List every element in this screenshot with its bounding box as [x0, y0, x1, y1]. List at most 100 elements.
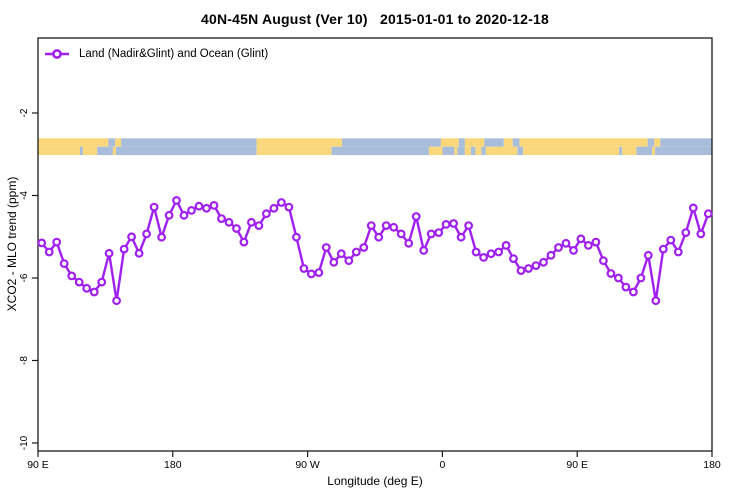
map-strip-45N-ocean: [342, 138, 441, 147]
map-strip-40N-land: [622, 146, 637, 156]
map-strip-45N-ocean: [108, 138, 116, 147]
data-point: [396, 229, 406, 239]
data-point: [471, 247, 481, 257]
data-point: [621, 282, 631, 292]
data-point: [688, 203, 698, 213]
data-point: [119, 244, 129, 254]
map-strip-40N-ocean: [517, 146, 524, 156]
data-point: [381, 221, 391, 231]
map-strip-45N-ocean: [484, 138, 504, 147]
map-strip-45N-ocean: [458, 138, 465, 147]
data-point: [636, 273, 646, 283]
x-tick-label: 180: [703, 459, 721, 471]
data-point: [411, 212, 421, 221]
data-point: [614, 273, 623, 283]
data-point: [359, 243, 369, 252]
data-point: [486, 249, 496, 259]
data-point: [262, 209, 271, 219]
data-point: [269, 203, 279, 213]
chart-title: 40N-45N August (Ver 10) 2015-01-01 to 20…: [201, 11, 549, 27]
data-point: [329, 257, 339, 267]
data-point: [479, 252, 489, 262]
data-point: [59, 259, 69, 269]
map-strip-45N-ocean: [660, 138, 712, 147]
map-strip-40N-ocean: [97, 146, 113, 156]
data-point: [224, 217, 234, 227]
map-strip-40N-ocean: [481, 146, 486, 156]
map-strip-40N-ocean: [442, 146, 455, 156]
legend-open-circle-line-icon: [45, 49, 69, 59]
map-strip-40N-land: [475, 146, 482, 156]
map-strip-40N-land: [464, 146, 471, 156]
data-point: [74, 277, 84, 287]
map-strip-40N-land: [256, 146, 332, 156]
data-point: [164, 210, 174, 220]
data-point: [149, 202, 159, 212]
data-point: [187, 205, 196, 215]
x-tick-label: 90 E: [566, 459, 588, 471]
y-tick-label: -8: [19, 356, 30, 365]
map-strip-45N-land: [38, 138, 109, 147]
data-point: [666, 235, 676, 245]
data-point: [681, 228, 691, 238]
data-point: [134, 248, 144, 258]
data-point: [441, 219, 451, 229]
x-tick-label: 90 E: [27, 459, 49, 471]
legend-label: Land (Nadir&Glint) and Ocean (Glint): [79, 48, 269, 60]
data-point: [546, 250, 556, 260]
x-tick-label: 90 W: [295, 459, 320, 471]
legend: Land (Nadir&Glint) and Ocean (Glint): [44, 47, 268, 61]
map-strip-45N-land: [115, 138, 122, 147]
data-point: [501, 240, 511, 250]
data-point: [142, 229, 152, 239]
map-strip-40N-ocean: [619, 146, 623, 156]
data-point: [576, 234, 586, 244]
data-point: [516, 266, 526, 276]
y-tick-label: -4: [19, 191, 30, 200]
map-strip-40N-ocean: [636, 146, 653, 156]
map-strip-45N-land: [256, 138, 343, 147]
map-strip-40N-land: [652, 146, 656, 156]
data-point: [539, 257, 548, 267]
data-point: [673, 247, 683, 257]
data-point: [314, 268, 324, 278]
x-tick-label: 0: [439, 459, 445, 471]
map-strip-40N-ocean: [331, 146, 429, 156]
map-strip-40N-land: [523, 146, 620, 156]
data-point: [232, 224, 241, 233]
data-point: [366, 221, 376, 231]
data-point: [599, 256, 608, 266]
data-point: [629, 287, 638, 297]
x-axis-title: Longitude (deg E): [327, 474, 423, 488]
data-point: [703, 209, 713, 219]
data-point: [554, 243, 563, 252]
data-point: [37, 238, 47, 248]
plot-border: [37, 37, 713, 452]
map-strip-45N-land: [440, 138, 459, 147]
data-point: [651, 296, 661, 306]
data-point: [292, 232, 301, 242]
map-strip-45N-land: [654, 138, 661, 147]
map-strip-40N-ocean: [79, 146, 83, 156]
map-strip-40N-ocean: [457, 146, 465, 156]
data-point: [591, 237, 601, 247]
y-tick-label: -10: [19, 435, 30, 450]
map-strip-45N-ocean: [121, 138, 257, 147]
map-strip-45N-land: [503, 138, 513, 147]
data-point: [524, 264, 533, 273]
x-tick-label: 180: [164, 459, 182, 471]
data-point: [67, 271, 77, 281]
data-point: [404, 238, 414, 248]
data-point: [194, 201, 204, 211]
data-point: [89, 287, 99, 297]
data-point: [97, 277, 107, 287]
data-point: [277, 198, 286, 207]
data-point: [449, 219, 459, 228]
data-point: [246, 217, 256, 227]
data-point: [217, 214, 226, 224]
data-point: [374, 232, 384, 242]
data-point: [209, 200, 219, 210]
data-point: [299, 264, 309, 273]
